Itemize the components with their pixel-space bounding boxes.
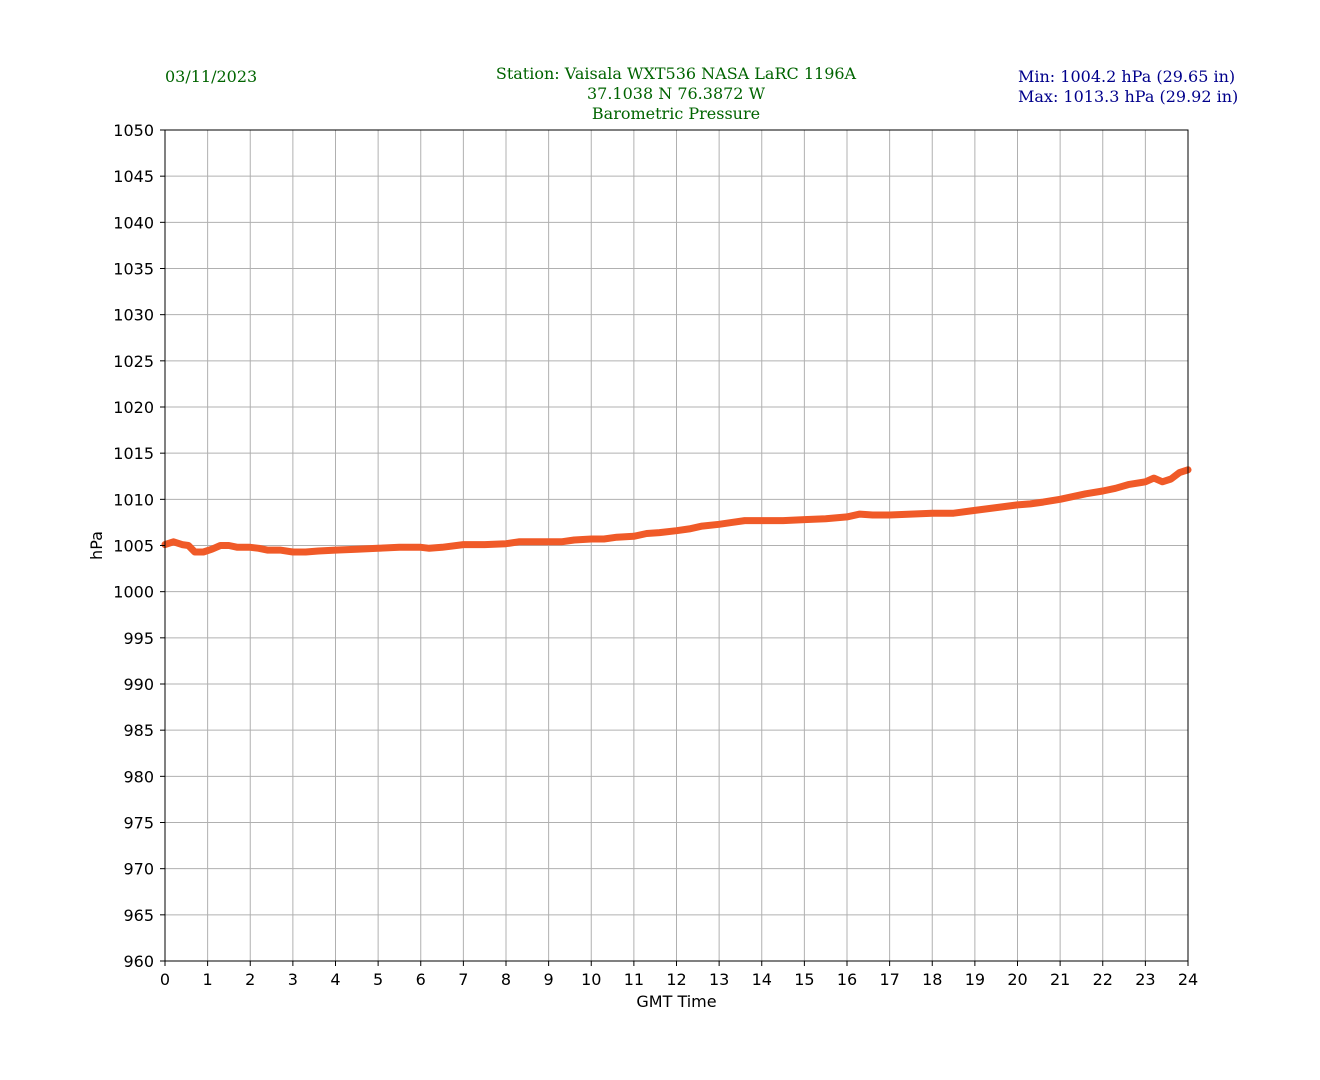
max-stat: Max: 1013.3 hPa (29.92 in)	[1018, 87, 1239, 106]
min-stat: Min: 1004.2 hPa (29.65 in)	[1018, 67, 1236, 86]
y-tick-label: 1005	[113, 537, 154, 556]
min-max-stats: Min: 1004.2 hPa (29.65 in) Max: 1013.3 h…	[1018, 67, 1238, 107]
x-tick-label: 22	[1093, 970, 1113, 989]
x-tick-label: 19	[965, 970, 985, 989]
y-tick-label: 985	[123, 721, 154, 740]
y-tick-label: 1030	[113, 306, 154, 325]
y-tick-label: 960	[123, 952, 154, 971]
date-label: 03/11/2023	[165, 67, 258, 86]
x-tick-label: 6	[416, 970, 426, 989]
x-tick-label: 7	[458, 970, 468, 989]
x-tick-label: 12	[666, 970, 686, 989]
x-tick-label: 11	[624, 970, 644, 989]
pressure-series-line	[161, 466, 1192, 556]
x-tick-label: 16	[837, 970, 857, 989]
y-tick-label: 965	[123, 906, 154, 925]
x-tick-label: 0	[160, 970, 170, 989]
y-tick-label: 1015	[113, 444, 154, 463]
y-tick-label: 1035	[113, 260, 154, 279]
x-tick-label: 2	[245, 970, 255, 989]
x-tick-label: 4	[330, 970, 340, 989]
x-tick-label: 17	[879, 970, 899, 989]
y-tick-label: 970	[123, 860, 154, 879]
x-tick-label: 15	[794, 970, 814, 989]
chart-title-block: Station: Vaisala WXT536 NASA LaRC 1196A …	[376, 64, 976, 124]
y-axis-label: hPa	[87, 531, 106, 560]
x-axis-label: GMT Time	[636, 992, 716, 1011]
y-tick-label: 990	[123, 675, 154, 694]
y-tick-label: 1050	[113, 121, 154, 140]
x-tick-label: 1	[203, 970, 213, 989]
y-tick-label: 1020	[113, 398, 154, 417]
y-tick-label: 995	[123, 629, 154, 648]
station-line: Station: Vaisala WXT536 NASA LaRC 1196A	[495, 64, 857, 83]
series-layer	[161, 466, 1192, 556]
x-tick-label: 23	[1135, 970, 1155, 989]
x-tick-label: 14	[752, 970, 772, 989]
x-tick-label: 10	[581, 970, 601, 989]
y-tick-label: 1025	[113, 352, 154, 371]
x-tick-label: 8	[501, 970, 511, 989]
y-tick-label: 1040	[113, 213, 154, 232]
x-tick-label: 5	[373, 970, 383, 989]
x-tick-label: 9	[544, 970, 554, 989]
coordinates-line: 37.1038 N 76.3872 W	[586, 84, 766, 103]
y-tick-label: 1010	[113, 490, 154, 509]
x-tick-label: 18	[922, 970, 942, 989]
y-tick-label: 975	[123, 814, 154, 833]
x-tick-label: 20	[1007, 970, 1027, 989]
chart-title: Barometric Pressure	[591, 104, 761, 123]
x-tick-label: 13	[709, 970, 729, 989]
y-tick-label: 1045	[113, 167, 154, 186]
y-tick-label: 980	[123, 767, 154, 786]
axis-ticks: 0 1 2 3 4 5 6 7 8 9 10 11 12 13 14 15 16 17 18 19 20 21 22 23 24…	[113, 121, 1198, 989]
grid	[164, 129, 1189, 962]
x-tick-label: 24	[1178, 970, 1198, 989]
x-tick-label: 21	[1050, 970, 1070, 989]
x-tick-label: 3	[288, 970, 298, 989]
y-tick-label: 1000	[113, 583, 154, 602]
